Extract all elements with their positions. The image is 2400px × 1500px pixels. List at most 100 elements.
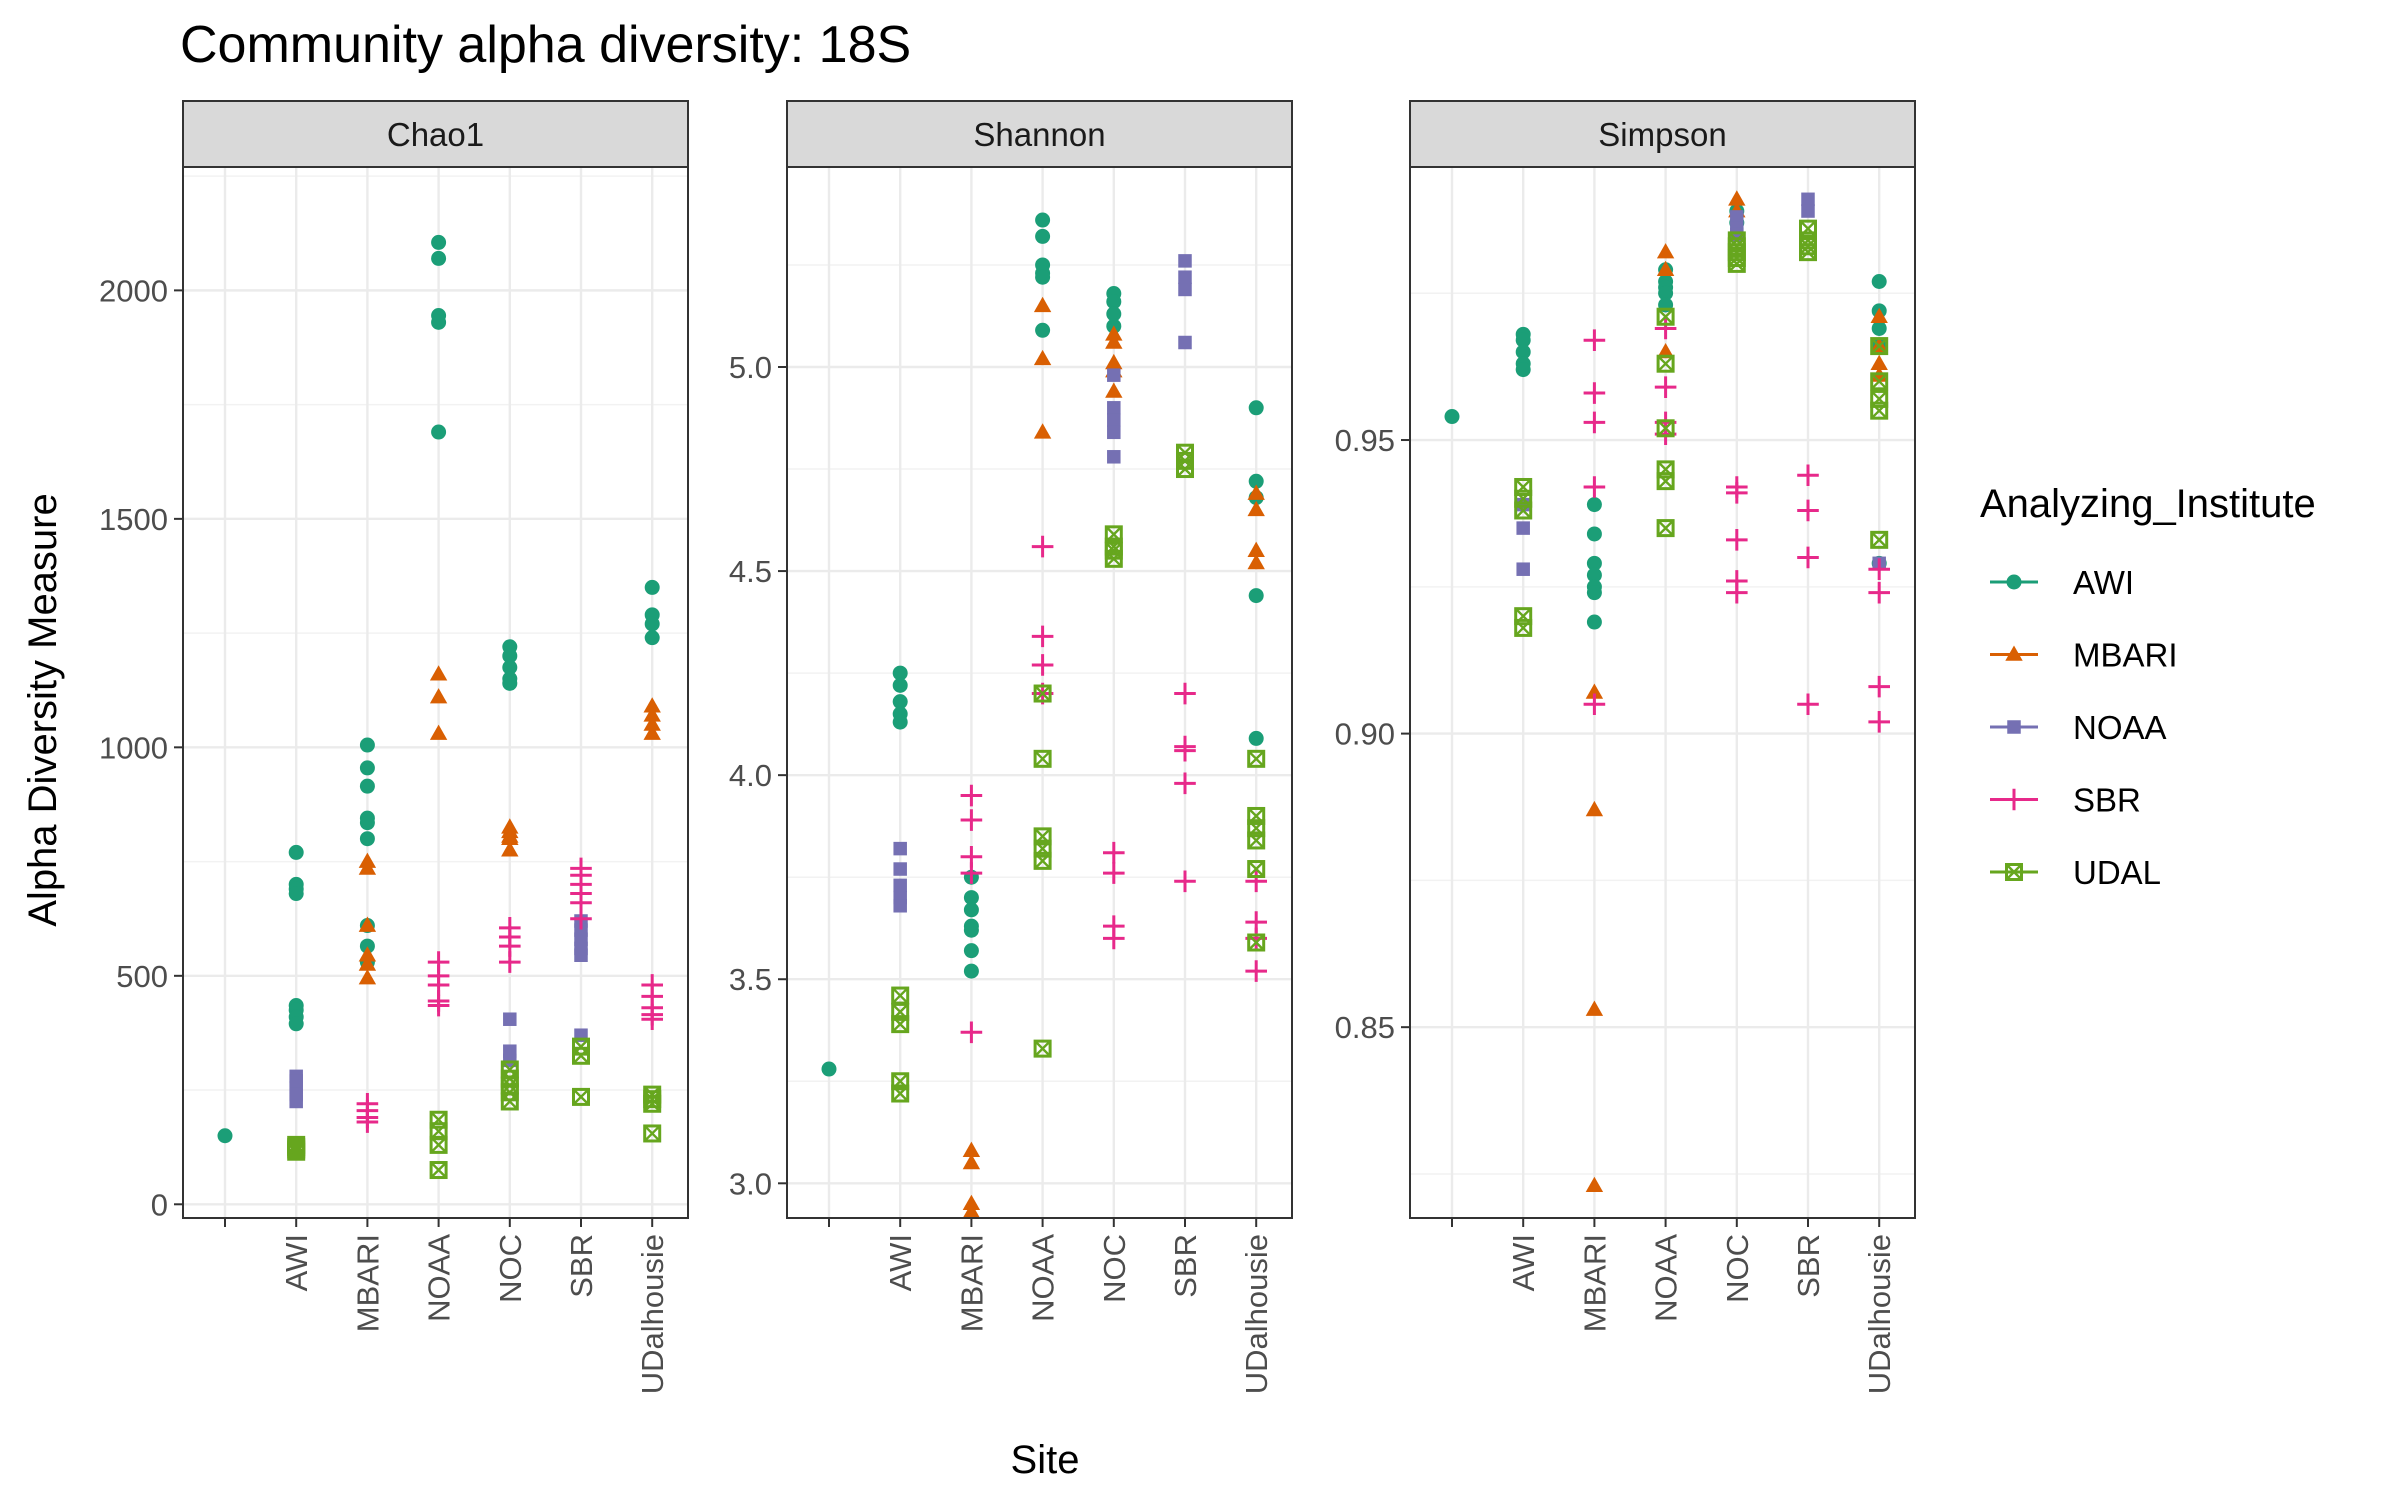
data-point [1106, 294, 1122, 310]
data-point [1726, 529, 1748, 551]
data-point [1656, 354, 1675, 373]
data-point [431, 424, 447, 440]
data-point [1868, 675, 1890, 698]
data-point [358, 969, 377, 985]
x-tick-label: AWI [279, 1234, 314, 1291]
data-point [1797, 546, 1819, 569]
data-point [287, 1142, 306, 1161]
x-tick-label: NOAA [1026, 1234, 1061, 1322]
data-point [1656, 243, 1675, 259]
data-point [1035, 228, 1051, 244]
series-sbr [356, 857, 663, 1133]
data-point [1656, 260, 1675, 277]
data-point [1656, 419, 1675, 438]
data-point [963, 943, 979, 959]
data-point [1033, 684, 1052, 703]
x-tick-label: MBARI [350, 1234, 385, 1332]
panel-chao1: Chao1 0 500 1000 1500 2000 AWI MBARI NOAA NOC SBR U… [99, 100, 689, 1394]
data-point [217, 1128, 233, 1144]
data-point [891, 1084, 910, 1103]
data-point [427, 994, 450, 1017]
data-point [1870, 530, 1889, 549]
data-point [1105, 333, 1123, 349]
data-point [963, 890, 979, 906]
data-point [429, 1161, 448, 1180]
y-tick-label: 2000 [99, 273, 168, 308]
legend-label: NOAA [2073, 709, 2167, 746]
data-point [1656, 307, 1675, 326]
data-point [1870, 354, 1888, 370]
legend-label: AWI [2073, 564, 2134, 601]
data-point [1516, 521, 1530, 535]
data-point [643, 1124, 662, 1143]
data-point [963, 963, 979, 979]
data-point [358, 916, 377, 932]
data-point [1247, 553, 1265, 570]
data-point [960, 809, 983, 831]
data-point [289, 1094, 303, 1109]
data-point [1107, 450, 1121, 464]
x-tick-label: MBARI [1577, 1234, 1612, 1332]
facet-strip-label: Chao1 [387, 116, 484, 153]
data-point [1583, 411, 1606, 434]
data-point [1107, 413, 1121, 427]
data-point [1033, 423, 1052, 439]
x-tick-label: NOAA [422, 1234, 457, 1322]
y-tick-label: 0.90 [1335, 717, 1395, 752]
data-point [960, 862, 983, 884]
data-point [1035, 269, 1051, 285]
data-point [1728, 190, 1746, 206]
data-point [359, 778, 375, 794]
data-point [1248, 730, 1264, 746]
y-tick-label: 0.95 [1335, 423, 1395, 458]
y-tick-label: 4.0 [729, 758, 772, 793]
data-point [1799, 243, 1817, 262]
data-point [893, 899, 907, 913]
data-point [1583, 382, 1606, 404]
data-point [963, 902, 979, 918]
data-point [1515, 362, 1531, 378]
data-point [641, 1008, 663, 1031]
data-point [572, 1087, 590, 1106]
data-point [962, 1153, 981, 1170]
data-point [1727, 254, 1746, 273]
data-point [1245, 960, 1267, 982]
y-tick-label: 5.0 [729, 350, 772, 385]
facet-strip [1409, 100, 1916, 168]
data-point [356, 1111, 379, 1133]
data-point [1868, 558, 1890, 580]
data-point [1585, 800, 1604, 817]
data-point [892, 677, 908, 693]
data-point [1178, 270, 1192, 284]
x-tick-label: UDalhousie [635, 1234, 670, 1394]
data-point [643, 706, 661, 722]
series-noaa [289, 914, 588, 1109]
data-point [1104, 549, 1123, 568]
data-point [1797, 499, 1819, 522]
panel-background [1410, 167, 1915, 1218]
data-point [503, 1012, 517, 1026]
legend-key-marker [2003, 788, 2025, 811]
data-point [1247, 933, 1266, 952]
data-point [574, 948, 588, 962]
data-point [359, 831, 375, 847]
data-point [1103, 862, 1125, 884]
data-point [1035, 212, 1051, 228]
data-point [1106, 306, 1122, 322]
y-tick-label: 1000 [99, 730, 168, 765]
data-point [1654, 376, 1677, 398]
data-point [431, 250, 447, 266]
data-point [1870, 307, 1888, 324]
data-point [1871, 320, 1887, 336]
data-point [1870, 372, 1889, 391]
series-sbr [1583, 317, 1890, 733]
legend-entry-udal: UDAL [1990, 854, 2161, 891]
data-point [821, 1061, 837, 1077]
data-point [960, 784, 983, 807]
series-mbari [358, 665, 661, 985]
x-tick-label: AWI [1506, 1234, 1541, 1291]
data-point [643, 1094, 662, 1113]
data-point [1248, 473, 1264, 489]
data-point [892, 694, 908, 710]
data-point [359, 938, 375, 954]
